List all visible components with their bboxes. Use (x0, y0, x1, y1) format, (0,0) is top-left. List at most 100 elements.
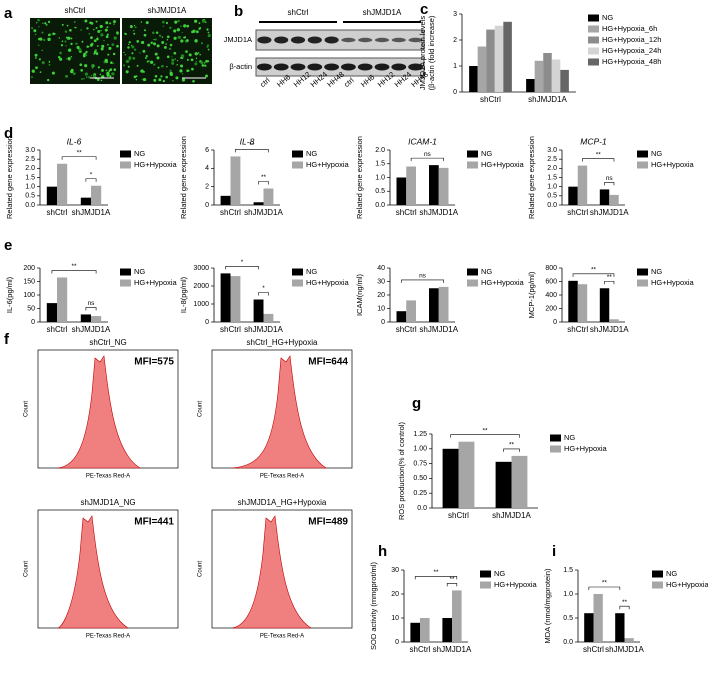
cell-dot (202, 19, 206, 23)
panel-label: g (412, 395, 421, 412)
cell-dot (74, 26, 77, 29)
cell-dot (68, 48, 72, 52)
x-tick-label: shJMJD1A (419, 325, 458, 334)
cell-dot (91, 66, 94, 69)
band (341, 63, 356, 71)
cell-dot (180, 64, 184, 68)
y-tick-label: 1.0 (25, 184, 35, 191)
legend-swatch (467, 279, 478, 287)
legend-swatch (467, 150, 478, 158)
cell-dot (176, 28, 180, 32)
cell-dot (171, 61, 175, 65)
cell-dot (52, 32, 55, 36)
cell-dot (109, 22, 112, 25)
cell-dot (87, 76, 91, 79)
cell-dot (35, 66, 38, 70)
cell-dot (206, 45, 209, 48)
y-tick-label: 200 (23, 265, 35, 272)
cell-dot (124, 54, 126, 56)
cell-dot (106, 33, 109, 36)
band (358, 37, 373, 43)
cell-dot (60, 44, 64, 47)
legend-swatch (637, 268, 648, 276)
cell-dot (158, 78, 162, 82)
bracket-label: ** (509, 442, 515, 449)
y-axis-label: Count (24, 561, 30, 577)
y-axis-label: Related gene expression (355, 136, 364, 219)
group-label: shCtrl (288, 8, 309, 17)
y-tick-label: 20 (377, 292, 385, 299)
bar (477, 46, 487, 92)
bar (80, 197, 91, 205)
bar (584, 613, 594, 642)
bracket-label: ** (449, 576, 455, 583)
cell-dot (75, 42, 78, 45)
cell-dot (150, 60, 154, 64)
y-tick-label: 0.5 (375, 188, 385, 195)
cell-dot (81, 40, 84, 43)
cell-dot (72, 72, 76, 76)
cell-dot (176, 63, 178, 66)
legend-swatch (467, 161, 478, 169)
cell-dot (93, 39, 97, 43)
cell-dot (88, 32, 91, 35)
cell-dot (96, 78, 100, 82)
cell-dot (111, 72, 115, 76)
cell-dot (173, 29, 177, 33)
bracket (582, 158, 615, 162)
y-tick-label: 0.0 (375, 202, 385, 209)
cell-dot (86, 27, 89, 30)
cell-dot (144, 57, 147, 60)
cell-dot (181, 72, 184, 75)
cell-dot (200, 60, 204, 65)
cell-dot (156, 56, 160, 60)
y-tick-label: 0 (453, 89, 457, 96)
bracket-label: ** (607, 274, 613, 281)
bracket (588, 586, 621, 590)
legend-label: HG+Hypoxia (134, 160, 178, 169)
bracket-label: * (90, 171, 93, 178)
cell-dot (80, 29, 82, 31)
legend-label: NG (651, 267, 662, 276)
cell-dot (97, 66, 100, 69)
bracket-label: ** (261, 174, 267, 181)
cell-dot (123, 51, 125, 54)
bracket-label: ** (591, 267, 597, 274)
cell-dot (154, 74, 158, 78)
cell-dot (161, 64, 164, 68)
cell-dot (41, 31, 44, 34)
cell-dot (157, 66, 160, 69)
bracket (235, 149, 269, 153)
protein-label: β-actin (229, 62, 252, 71)
cell-dot (70, 56, 73, 58)
legend-label: HG+Hypoxia_12h (602, 35, 661, 44)
cell-dot (95, 52, 99, 56)
cell-dot (113, 23, 115, 26)
cell-dot (154, 38, 157, 41)
bar (452, 590, 462, 642)
cell-dot (85, 54, 88, 57)
bar (534, 60, 544, 92)
band (391, 37, 406, 43)
y-axis-label: Related gene expression (527, 136, 536, 219)
cell-dot (128, 43, 130, 46)
bar (46, 186, 57, 205)
bracket-label: ns (419, 273, 427, 280)
bracket (51, 270, 97, 274)
cell-dot (95, 20, 98, 23)
cell-dot (105, 69, 108, 72)
cell-dot (173, 36, 177, 40)
y-tick-label: 0 (31, 319, 35, 326)
x-tick-label: shJMJD1A (72, 208, 111, 217)
cell-dot (84, 72, 88, 76)
y-axis-label: IL-6(pg/ml) (5, 276, 14, 313)
cell-dot (105, 35, 109, 39)
y-tick-label: 0.0 (547, 202, 557, 209)
bracket (604, 280, 615, 285)
cell-dot (82, 54, 86, 58)
cell-dot (31, 69, 35, 73)
x-tick-label: shCtrl (396, 325, 417, 334)
cell-dot (38, 58, 41, 61)
cell-dot (198, 22, 201, 25)
